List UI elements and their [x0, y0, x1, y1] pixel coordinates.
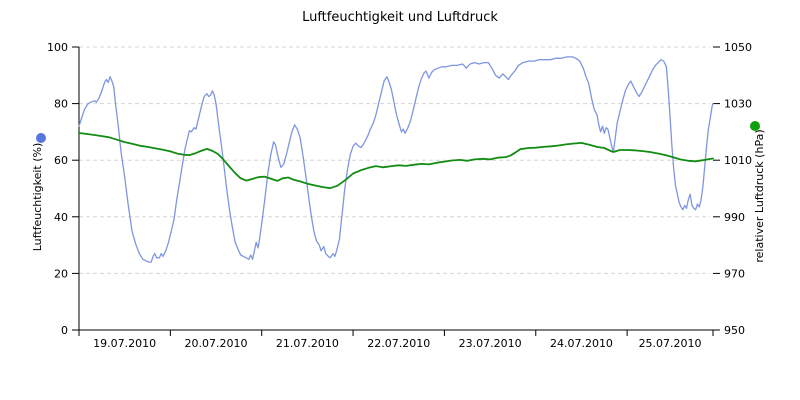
y-right-tick-label: 970 [724, 267, 745, 280]
humidity-line [78, 56, 714, 263]
y-right-tick-label: 1010 [724, 154, 752, 167]
pressure-legend-dot [750, 121, 760, 131]
chart-title: Luftfeuchtigkeit und Luftdruck [302, 10, 498, 25]
pressure-line [78, 132, 714, 190]
y-left-tick-label: 0 [61, 324, 68, 337]
y-left-tick-label: 80 [54, 98, 68, 111]
y-right-tick-label: 1050 [724, 41, 752, 54]
y-left-tick-label: 100 [47, 41, 68, 54]
y-right-tick-label: 950 [724, 324, 745, 337]
x-tick-label: 19.07.2010 [93, 337, 156, 350]
x-tick-label: 25.07.2010 [639, 337, 702, 350]
y-left-tick-label: 60 [54, 154, 68, 167]
y-left-tick-label: 20 [54, 267, 68, 280]
x-tick-label: 20.07.2010 [185, 337, 248, 350]
x-tick-label: 23.07.2010 [459, 337, 522, 350]
x-tick-label: 24.07.2010 [550, 337, 613, 350]
y-left-axis-label: Luftfeuchtigkeit (%) [31, 143, 44, 252]
y-right-tick-label: 1030 [724, 98, 752, 111]
x-tick-label: 22.07.2010 [367, 337, 430, 350]
y-right-tick-label: 990 [724, 211, 745, 224]
y-left-tick-label: 40 [54, 211, 68, 224]
humidity-legend-dot [36, 133, 46, 143]
y-right-axis-label: relativer Luftdruck (hPa) [753, 129, 766, 262]
x-tick-label: 21.07.2010 [276, 337, 339, 350]
